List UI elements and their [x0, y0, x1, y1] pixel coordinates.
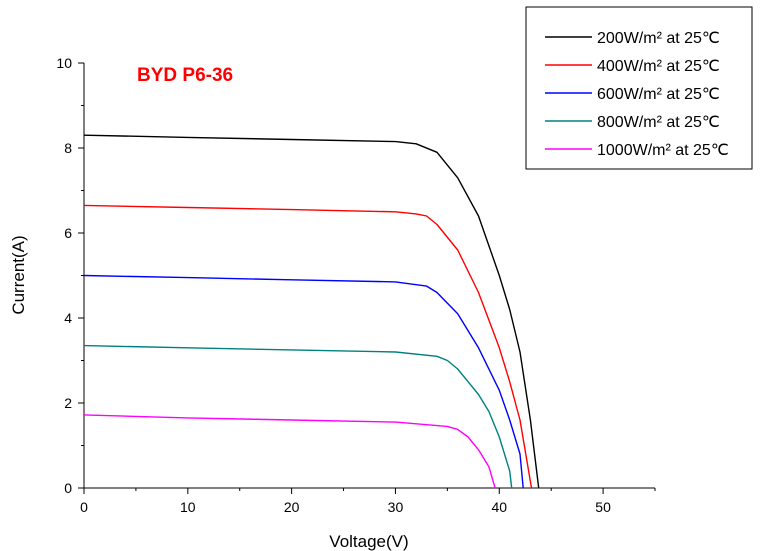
- chart-title: BYD P6-36: [137, 65, 233, 86]
- legend-label: 200W/m² at 25℃: [597, 30, 720, 47]
- x-tick-label: 50: [595, 499, 611, 515]
- y-tick-label: 4: [64, 310, 72, 326]
- y-tick-label: 0: [64, 480, 72, 496]
- y-tick-label: 10: [56, 55, 72, 71]
- series-line-4: [83, 344, 513, 489]
- x-tick-label: 20: [284, 499, 300, 515]
- x-tick-label: 30: [388, 499, 404, 515]
- x-tick-label: 40: [491, 499, 507, 515]
- legend-box: [525, 6, 753, 170]
- y-axis-label: Current(A): [9, 235, 28, 314]
- legend-label: 800W/m² at 25℃: [597, 114, 720, 131]
- y-tick-label: 6: [64, 225, 72, 241]
- series-line-1: [83, 134, 540, 489]
- x-axis-label: Voltage(V): [329, 532, 408, 551]
- x-tick-label: 0: [80, 499, 88, 515]
- legend-label: 600W/m² at 25℃: [597, 86, 720, 103]
- series-line-2: [83, 204, 533, 489]
- legend-label: 1000W/m² at 25℃: [597, 142, 729, 159]
- x-tick-label: 10: [180, 499, 196, 515]
- series-group: [83, 134, 540, 489]
- series-line-3: [83, 274, 524, 489]
- legend-label: 400W/m² at 25℃: [597, 58, 720, 75]
- series-line-5: [83, 414, 496, 489]
- x-axis-ticks: 0 10 20 30 40 50: [80, 488, 656, 515]
- legend: 200W/m² at 25℃ 400W/m² at 25℃ 600W/m² at 2…: [525, 6, 753, 170]
- y-tick-label: 2: [64, 395, 72, 411]
- y-tick-label: 8: [64, 140, 72, 156]
- y-axis-ticks: 0 2 4 6 8 10: [56, 55, 84, 496]
